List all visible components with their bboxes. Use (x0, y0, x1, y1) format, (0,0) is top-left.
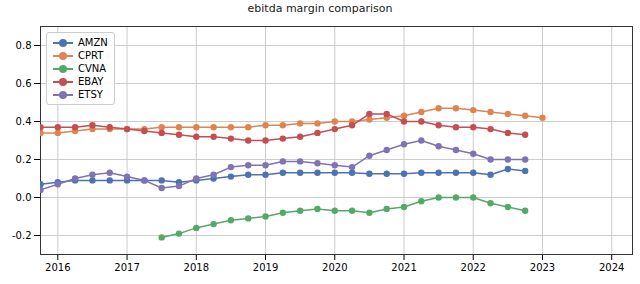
svg-text:0.0: 0.0 (16, 192, 32, 203)
svg-text:-0.2: -0.2 (12, 230, 32, 241)
html-text:ETSY: ETSY (78, 89, 103, 100)
svg-text:0.2: 0.2 (16, 154, 32, 165)
html-text:AMZN: AMZN (78, 37, 108, 48)
svg-text:2020: 2020 (322, 262, 347, 273)
svg-text:2019: 2019 (253, 262, 278, 273)
svg-text:2024: 2024 (599, 262, 624, 273)
svg-text:2018: 2018 (184, 262, 209, 273)
svg-text:2022: 2022 (461, 262, 486, 273)
svg-text:2016: 2016 (45, 262, 70, 273)
svg-text:0.8: 0.8 (16, 40, 32, 51)
html-text:CVNA: CVNA (78, 63, 107, 74)
html-text:CPRT: CPRT (78, 50, 104, 61)
svg-text:2017: 2017 (114, 262, 139, 273)
svg-text:2021: 2021 (391, 262, 416, 273)
svg-text:0.6: 0.6 (16, 78, 32, 89)
svg-text:0.4: 0.4 (16, 116, 32, 127)
svg-text:2023: 2023 (530, 262, 555, 273)
html-text:EBAY: EBAY (78, 76, 104, 87)
html-text:ebitda margin comparison: ebitda margin comparison (247, 2, 393, 15)
